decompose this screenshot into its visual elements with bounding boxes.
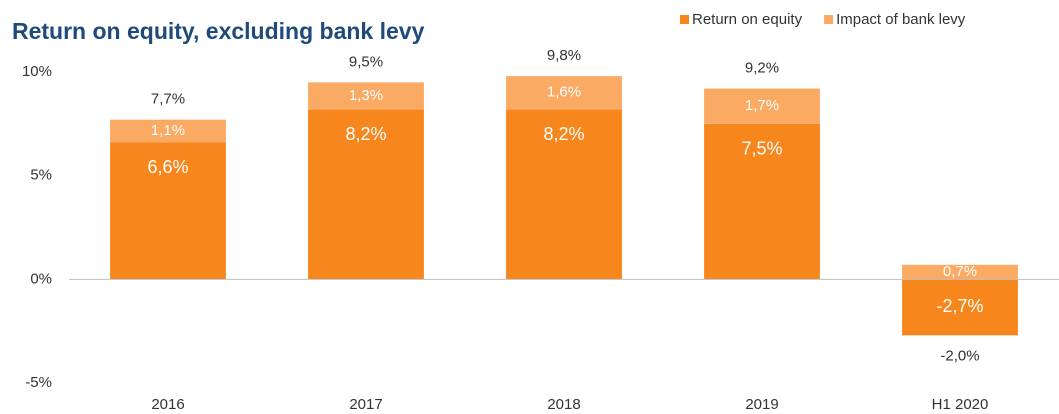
value-label: 7,5% [741, 139, 782, 159]
y-tick-label: 10% [22, 63, 52, 80]
x-tick-label: 2019 [745, 396, 778, 413]
total-label: -2,0% [940, 347, 979, 364]
bar-segment [110, 142, 226, 280]
legend-label: Impact of bank levy [836, 11, 966, 28]
x-tick-label: 2017 [349, 396, 382, 413]
total-label: 9,8% [547, 47, 581, 64]
value-label: -2,7% [936, 296, 983, 316]
bar-segment [704, 88, 820, 124]
y-tick-label: 0% [30, 270, 52, 287]
x-tick-label: H1 2020 [932, 396, 989, 413]
legend-label: Return on equity [692, 11, 803, 28]
value-label: 1,1% [151, 122, 185, 139]
legend-swatch [824, 15, 834, 24]
legend-swatch [680, 15, 689, 24]
bar-segment [902, 264, 1018, 280]
x-tick-label: 2016 [151, 396, 184, 413]
value-label: 8,2% [543, 124, 584, 144]
x-tick-label: 2018 [547, 396, 580, 413]
value-label: 1,3% [349, 87, 383, 104]
value-label: 6,6% [147, 157, 188, 177]
bar-segment [308, 109, 424, 280]
y-tick-label: -5% [25, 374, 52, 391]
value-label: 8,2% [345, 124, 386, 144]
total-label: 7,7% [151, 91, 185, 108]
bar-segment [506, 109, 622, 280]
value-label: 1,6% [547, 84, 581, 101]
bar-segment [308, 82, 424, 110]
value-label: 0,7% [943, 263, 977, 280]
bar-segment [506, 76, 622, 110]
bar-segment [704, 123, 820, 280]
value-label: 1,7% [745, 97, 779, 114]
bar-segment [902, 279, 1018, 336]
bar-segment [110, 119, 226, 143]
chart-title: Return on equity, excluding bank levy [12, 18, 425, 44]
y-tick-label: 5% [30, 167, 52, 184]
total-label: 9,5% [349, 53, 383, 70]
total-label: 9,2% [745, 60, 779, 77]
